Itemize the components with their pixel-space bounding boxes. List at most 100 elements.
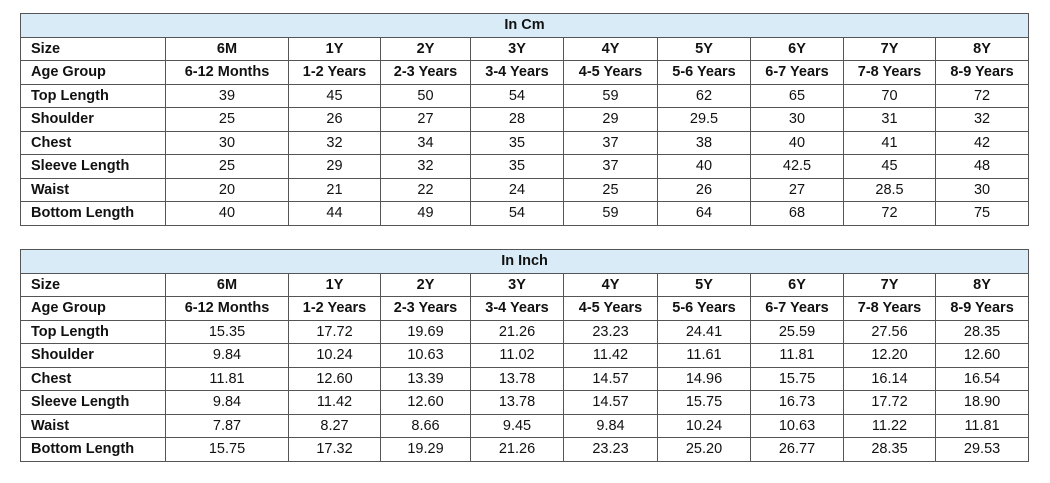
cell: 8Y	[934, 272, 1030, 297]
cell: 16.14	[843, 366, 936, 391]
cell: 29.53	[934, 437, 1030, 462]
cell: 30	[750, 107, 844, 132]
cell: 1Y	[288, 272, 381, 297]
cell: 12.60	[380, 390, 471, 415]
cell: 28.5	[843, 177, 936, 202]
cell: 21	[288, 177, 381, 202]
cell: 38	[657, 130, 751, 155]
cell: 2Y	[380, 36, 471, 61]
cell: 20	[165, 177, 289, 202]
cell: 72	[934, 83, 1030, 108]
cell: 2-3 Years	[380, 60, 471, 85]
cell: 25	[165, 154, 289, 179]
cell: 72	[843, 201, 936, 226]
cell: 41	[843, 130, 936, 155]
row-label: Chest	[20, 366, 166, 391]
cell: 54	[470, 83, 564, 108]
cell: 7-8 Years	[843, 60, 936, 85]
cell: 8-9 Years	[934, 296, 1030, 321]
cell: 28.35	[843, 437, 936, 462]
cell: 2-3 Years	[380, 296, 471, 321]
cell: 15.75	[657, 390, 751, 415]
cell: 12.20	[843, 343, 936, 368]
cell: 3-4 Years	[470, 296, 564, 321]
cell: 2Y	[380, 272, 471, 297]
cell: 8-9 Years	[934, 60, 1030, 85]
cell: 25	[165, 107, 289, 132]
cell: 31	[843, 107, 936, 132]
cell: 14.96	[657, 366, 751, 391]
cell: 27	[380, 107, 471, 132]
cell: 49	[380, 201, 471, 226]
cell: 9.45	[470, 413, 564, 438]
header-row: Age Group 6-12 Months 1-2 Years 2-3 Years 3-…	[20, 60, 1030, 85]
data-row: Shoulder 25 26 27 28 29 29.5 30 31 32	[20, 107, 1030, 132]
cell: 13.78	[470, 366, 564, 391]
header-row: Size 6M 1Y 2Y 3Y 4Y 5Y 6Y 7Y 8Y	[20, 272, 1030, 297]
row-label: Size	[20, 36, 166, 61]
cell: 40	[657, 154, 751, 179]
cell: 59	[563, 83, 658, 108]
cell: 5Y	[657, 36, 751, 61]
cell: 11.22	[843, 413, 936, 438]
cell: 70	[843, 83, 936, 108]
cell: 32	[934, 107, 1030, 132]
cell: 19.69	[380, 319, 471, 344]
cell: 9.84	[165, 343, 289, 368]
cell: 8Y	[934, 36, 1030, 61]
cell: 68	[750, 201, 844, 226]
header-row: Size 6M 1Y 2Y 3Y 4Y 5Y 6Y 7Y 8Y	[20, 36, 1030, 61]
cell: 6Y	[750, 36, 844, 61]
cell: 42.5	[750, 154, 844, 179]
cell: 6-7 Years	[750, 296, 844, 321]
cell: 5-6 Years	[657, 60, 751, 85]
cell: 17.72	[288, 319, 381, 344]
cell: 26.77	[750, 437, 844, 462]
data-row: Chest 11.81 12.60 13.39 13.78 14.57 14.96 15.75…	[20, 366, 1030, 391]
cell: 6M	[165, 272, 289, 297]
cell: 10.63	[380, 343, 471, 368]
cell: 10.24	[288, 343, 381, 368]
data-row: Top Length 15.35 17.72 19.69 21.26 23.23 24.41…	[20, 319, 1030, 344]
cell: 9.84	[563, 413, 658, 438]
cell: 11.81	[934, 413, 1030, 438]
data-row: Chest 30 32 34 35 37 38 40 41 42	[20, 130, 1030, 155]
cell: 7-8 Years	[843, 296, 936, 321]
row-label: Age Group	[20, 60, 166, 85]
cell: 39	[165, 83, 289, 108]
cell: 4Y	[563, 272, 658, 297]
cell: 35	[470, 154, 564, 179]
table-title: In Inch	[19, 249, 1030, 274]
cell: 21.26	[470, 319, 564, 344]
cell: 26	[288, 107, 381, 132]
cell: 23.23	[563, 319, 658, 344]
header-row: Age Group 6-12 Months 1-2 Years 2-3 Years 3-…	[20, 296, 1030, 321]
cell: 5Y	[657, 272, 751, 297]
cell: 28	[470, 107, 564, 132]
cell: 1-2 Years	[288, 296, 381, 321]
row-label: Top Length	[20, 319, 166, 344]
row-label: Shoulder	[20, 107, 166, 132]
cell: 3-4 Years	[470, 60, 564, 85]
cell: 3Y	[470, 272, 564, 297]
cell: 29	[563, 107, 658, 132]
cell: 13.39	[380, 366, 471, 391]
cell: 23.23	[563, 437, 658, 462]
row-label: Shoulder	[20, 343, 166, 368]
cell: 14.57	[563, 366, 658, 391]
data-row: Bottom Length 15.75 17.32 19.29 21.26 23.23 25…	[20, 437, 1030, 462]
cell: 11.42	[288, 390, 381, 415]
cell: 17.72	[843, 390, 936, 415]
cell: 7.87	[165, 413, 289, 438]
row-label: Bottom Length	[20, 201, 166, 226]
cell: 19.29	[380, 437, 471, 462]
cell: 65	[750, 83, 844, 108]
cell: 75	[934, 201, 1030, 226]
data-row: Waist 7.87 8.27 8.66 9.45 9.84 10.24 10.63 11.22…	[20, 413, 1030, 438]
cell: 27.56	[843, 319, 936, 344]
cell: 15.75	[165, 437, 289, 462]
cell: 37	[563, 130, 658, 155]
cell: 32	[288, 130, 381, 155]
title-row: In Cm	[19, 13, 1030, 38]
